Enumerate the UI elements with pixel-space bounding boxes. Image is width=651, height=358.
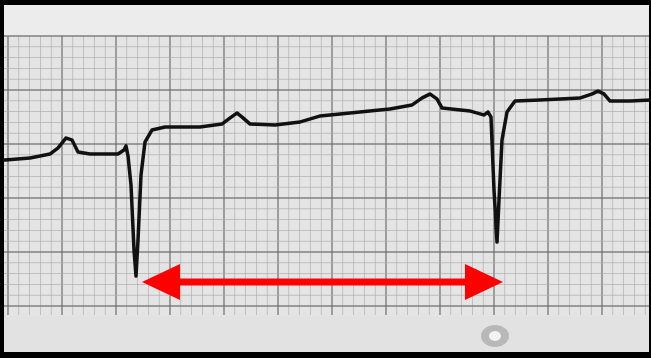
ecg-image bbox=[0, 0, 651, 358]
page: (() => { const g = document.getElementBy… bbox=[0, 0, 651, 358]
paper bbox=[4, 5, 649, 352]
bottom-band bbox=[4, 316, 649, 352]
top-band bbox=[4, 5, 649, 35]
paper-spot-center bbox=[489, 331, 501, 341]
